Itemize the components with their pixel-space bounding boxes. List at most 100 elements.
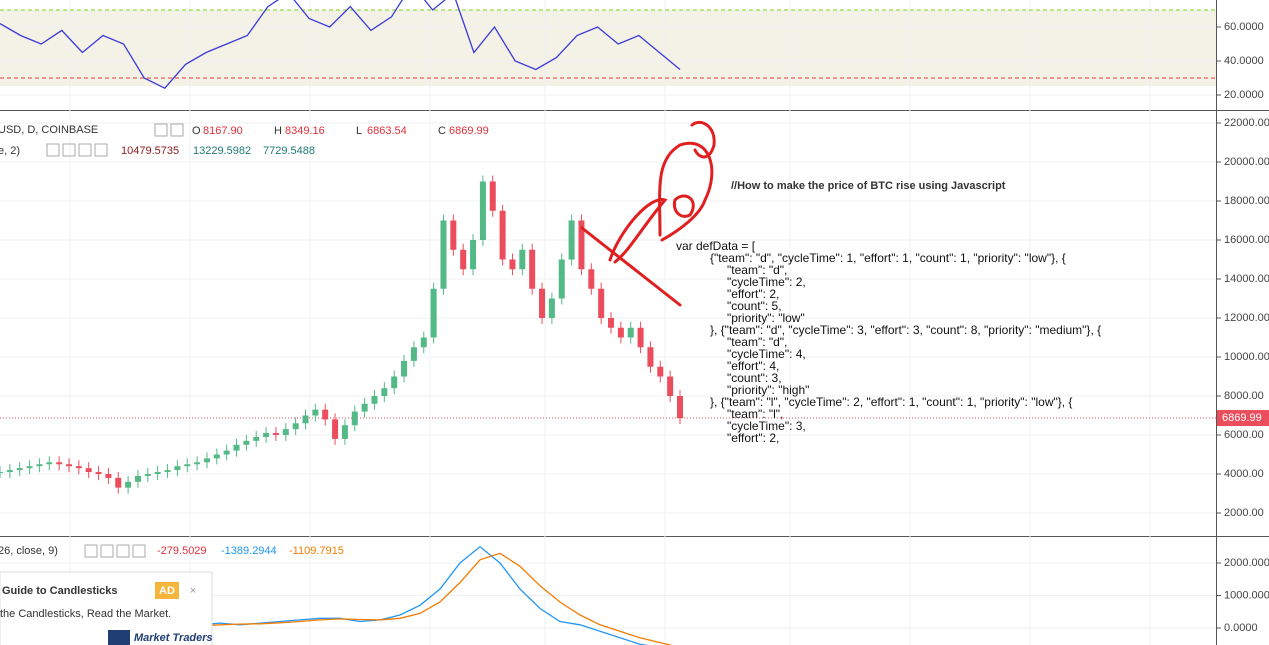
macd-value: -1389.2944 bbox=[221, 545, 277, 557]
symbol: USD, D, COINBASE bbox=[0, 124, 98, 136]
candle-body bbox=[105, 474, 112, 478]
candle-body bbox=[420, 337, 427, 348]
ohlc-key: O bbox=[192, 125, 201, 137]
axis-label: 4000.00 bbox=[1224, 468, 1264, 480]
candle-body bbox=[519, 249, 526, 270]
candle-body bbox=[371, 396, 378, 404]
candle-body bbox=[539, 288, 546, 318]
candle-body bbox=[568, 220, 575, 260]
ad-logo bbox=[108, 630, 130, 645]
candle-body bbox=[26, 466, 33, 469]
candle-body bbox=[36, 464, 43, 467]
code-line: "cycleTime": 3, bbox=[727, 419, 806, 433]
candle-body bbox=[115, 477, 122, 488]
candle-body bbox=[233, 444, 240, 451]
ad-close[interactable]: × bbox=[190, 585, 196, 597]
candle-body bbox=[46, 462, 53, 465]
candle-body bbox=[6, 470, 13, 473]
macd-label: 26, close, 9) bbox=[0, 545, 58, 557]
axis-label: 8000.00 bbox=[1224, 390, 1264, 402]
code-line: "effort": 4, bbox=[727, 359, 779, 373]
candle-body bbox=[588, 269, 595, 289]
axis-label: 16000.00 bbox=[1224, 234, 1269, 246]
candle-body bbox=[470, 240, 477, 270]
candle-body bbox=[401, 360, 408, 377]
rsi-band bbox=[0, 10, 1216, 86]
ad-brand: Market Traders bbox=[134, 632, 213, 644]
candle-body bbox=[647, 347, 654, 367]
macd-value: -279.5029 bbox=[157, 545, 207, 557]
candle-body bbox=[75, 466, 82, 469]
candle-body bbox=[578, 220, 585, 270]
axis-label: 20.0000 bbox=[1224, 89, 1264, 101]
code-line: var defData = [ bbox=[676, 239, 756, 253]
candle-body bbox=[332, 419, 339, 439]
candle-body bbox=[598, 288, 605, 318]
macd-value: -1109.7915 bbox=[289, 545, 344, 557]
candle-body bbox=[410, 347, 417, 361]
annotation-title: //How to make the price of BTC rise usin… bbox=[731, 180, 1006, 192]
code-line: "priority": "high" bbox=[727, 383, 809, 397]
candle-body bbox=[174, 466, 181, 471]
candle-body bbox=[558, 259, 565, 299]
axis-label: 18000.00 bbox=[1224, 195, 1269, 207]
candle-body bbox=[440, 220, 447, 289]
candle-body bbox=[351, 411, 358, 426]
code-line: "effort": 2, bbox=[727, 287, 779, 301]
code-line: "cycleTime": 4, bbox=[727, 347, 806, 361]
axis-label: 60.0000 bbox=[1224, 21, 1264, 33]
axis-label: 2000.00 bbox=[1224, 507, 1264, 519]
ad-title: Guide to Candlesticks bbox=[2, 585, 118, 597]
rsi-line bbox=[0, 0, 681, 90]
candle-body bbox=[253, 436, 260, 441]
ad-badge: AD bbox=[159, 585, 175, 597]
candle-body bbox=[548, 298, 555, 318]
candle-body bbox=[194, 462, 201, 465]
candle-body bbox=[361, 403, 368, 412]
candle-body bbox=[65, 464, 72, 467]
candle-body bbox=[134, 475, 141, 482]
bb-label: e, 2) bbox=[0, 145, 20, 157]
bb-value: 7729.5488 bbox=[263, 145, 315, 157]
candle-body bbox=[213, 454, 220, 459]
candle-body bbox=[282, 429, 289, 435]
axis-label: 10000.00 bbox=[1224, 351, 1269, 363]
code-line: "cycleTime": 2, bbox=[727, 275, 806, 289]
bb-value: 10479.5735 bbox=[121, 145, 179, 157]
candle-body bbox=[460, 249, 467, 270]
header-icons bbox=[46, 123, 184, 558]
axis-label: 2000.000 bbox=[1224, 557, 1269, 569]
candle-body bbox=[85, 468, 92, 473]
candle-body bbox=[164, 470, 171, 473]
vertical-grid bbox=[69, 0, 1151, 645]
ohlc-value: 8349.16 bbox=[285, 125, 325, 137]
candle-body bbox=[154, 472, 161, 474]
candle-body bbox=[263, 433, 270, 437]
candle-body bbox=[272, 433, 279, 435]
candle-body bbox=[637, 327, 644, 348]
candle-body bbox=[479, 181, 486, 240]
axis-label: 22000.00 bbox=[1224, 117, 1269, 129]
candle-body bbox=[56, 462, 63, 465]
candle-body bbox=[617, 327, 624, 338]
candle-body bbox=[499, 210, 506, 260]
candle-body bbox=[95, 472, 102, 474]
candle-body bbox=[302, 415, 309, 424]
candle-body bbox=[0, 472, 3, 474]
axis-label: 14000.00 bbox=[1224, 273, 1269, 285]
candle-body bbox=[203, 458, 210, 463]
candle-body bbox=[667, 376, 674, 396]
ad-badge-bg bbox=[155, 582, 179, 599]
candle-body bbox=[223, 450, 230, 455]
axis-label: 20000.00 bbox=[1224, 156, 1269, 168]
code-line: "team": "d", bbox=[727, 263, 787, 277]
candle-body bbox=[489, 181, 496, 211]
candle-body bbox=[322, 409, 329, 420]
axis-label: 12000.00 bbox=[1224, 312, 1269, 324]
candle-body bbox=[243, 440, 250, 445]
candle-body bbox=[677, 396, 683, 419]
candle-body bbox=[391, 376, 398, 389]
candle-body bbox=[450, 220, 457, 250]
drawing-scribble bbox=[580, 120, 716, 307]
